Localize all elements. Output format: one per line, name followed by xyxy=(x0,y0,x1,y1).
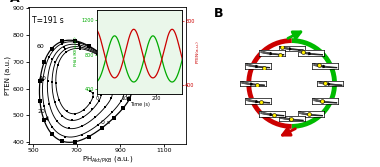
Text: 40: 40 xyxy=(38,76,46,81)
Text: T=191 s: T=191 s xyxy=(32,16,64,25)
Text: 60: 60 xyxy=(37,44,45,49)
Text: B: B xyxy=(214,7,223,20)
X-axis label: Time (s): Time (s) xyxy=(130,102,150,107)
Y-axis label: PTEN (a.u.): PTEN (a.u.) xyxy=(5,56,11,95)
Text: A: A xyxy=(10,0,19,5)
Y-axis label: PTEN(a.u.): PTEN(a.u.) xyxy=(196,40,200,63)
Text: 0 s: 0 s xyxy=(101,120,110,125)
Y-axis label: PH$_{\rm Akt/PKB}$(a.u.): PH$_{\rm Akt/PKB}$(a.u.) xyxy=(73,36,80,67)
X-axis label: PH$_{\rm Akt/PKB}$ (a.u.): PH$_{\rm Akt/PKB}$ (a.u.) xyxy=(82,154,133,164)
Text: 20: 20 xyxy=(37,109,45,114)
